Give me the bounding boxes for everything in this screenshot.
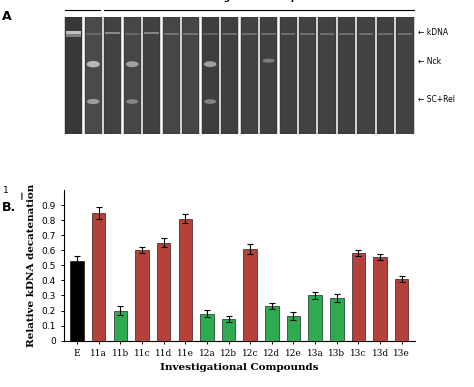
Bar xyxy=(157,243,170,341)
Bar xyxy=(104,17,121,134)
Ellipse shape xyxy=(263,58,274,63)
Bar xyxy=(378,33,393,35)
Bar xyxy=(280,17,297,134)
Bar xyxy=(201,17,219,134)
Bar xyxy=(183,33,198,35)
Bar xyxy=(105,32,120,34)
Bar xyxy=(309,296,322,341)
Bar xyxy=(92,213,105,341)
Bar xyxy=(377,17,394,134)
Bar xyxy=(319,33,335,35)
Bar xyxy=(281,33,295,35)
Bar xyxy=(203,33,218,35)
Bar xyxy=(179,219,192,341)
Bar xyxy=(330,298,344,341)
Bar xyxy=(396,17,414,134)
Bar xyxy=(352,253,365,341)
Bar xyxy=(200,313,214,341)
Bar xyxy=(86,33,100,35)
Bar xyxy=(300,33,315,35)
Bar xyxy=(182,17,199,134)
Ellipse shape xyxy=(126,99,138,104)
Bar xyxy=(164,33,179,35)
Bar xyxy=(163,17,180,134)
X-axis label: Investigational Compounds: Investigational Compounds xyxy=(160,363,319,372)
Bar xyxy=(359,33,374,35)
Ellipse shape xyxy=(87,61,100,67)
Bar xyxy=(66,31,81,34)
Bar xyxy=(299,17,316,134)
Bar xyxy=(244,249,257,341)
Ellipse shape xyxy=(204,61,217,67)
Bar xyxy=(374,257,387,341)
Ellipse shape xyxy=(204,99,216,104)
Text: ← kDNA: ← kDNA xyxy=(418,28,448,37)
Text: ← Nck: ← Nck xyxy=(418,57,441,66)
Bar xyxy=(144,32,159,34)
Bar xyxy=(222,33,237,35)
Ellipse shape xyxy=(126,61,138,67)
Bar xyxy=(221,17,238,134)
Bar xyxy=(339,33,354,35)
Text: ← SC+Rel: ← SC+Rel xyxy=(418,95,455,104)
Bar xyxy=(398,33,412,35)
Bar xyxy=(395,279,409,341)
Bar xyxy=(65,17,82,134)
Bar xyxy=(357,17,374,134)
Bar xyxy=(135,250,149,341)
Text: A: A xyxy=(2,10,12,23)
Bar xyxy=(265,306,279,341)
Ellipse shape xyxy=(87,99,100,104)
Bar xyxy=(260,17,277,134)
Bar xyxy=(114,310,127,341)
Bar xyxy=(222,319,235,341)
Bar xyxy=(143,17,160,134)
Bar xyxy=(240,17,258,134)
Bar xyxy=(125,33,140,35)
Bar xyxy=(319,17,336,134)
Bar xyxy=(85,17,102,134)
Bar xyxy=(70,261,84,341)
Bar xyxy=(261,33,276,35)
Y-axis label: Relative kDNA decatenation: Relative kDNA decatenation xyxy=(27,184,36,347)
Text: 1: 1 xyxy=(3,186,9,195)
Bar xyxy=(338,17,355,134)
Bar xyxy=(287,316,300,341)
Bar xyxy=(124,17,141,134)
Text: B.: B. xyxy=(2,201,17,214)
Bar xyxy=(66,34,81,37)
Bar xyxy=(242,33,256,35)
